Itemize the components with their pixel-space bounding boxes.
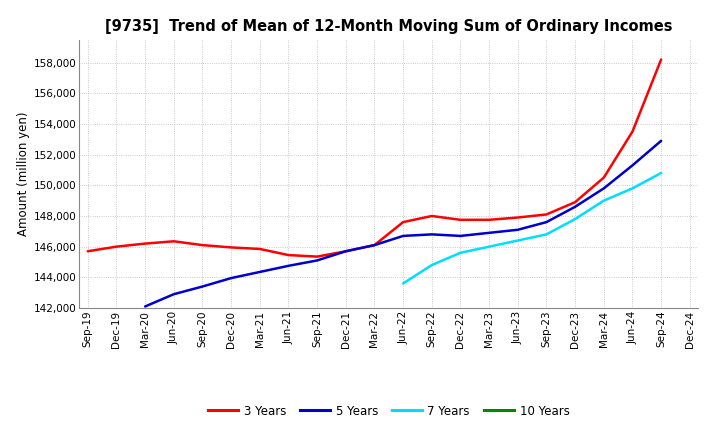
3 Years bbox=[84, 249, 92, 254]
3 Years bbox=[141, 241, 150, 246]
3 Years bbox=[312, 254, 321, 259]
Y-axis label: Amount (million yen): Amount (million yen) bbox=[17, 112, 30, 236]
3 Years bbox=[628, 129, 636, 134]
5 Years bbox=[428, 232, 436, 237]
5 Years bbox=[256, 269, 264, 275]
7 Years bbox=[485, 244, 493, 249]
7 Years bbox=[600, 198, 608, 203]
3 Years bbox=[542, 212, 551, 217]
5 Years bbox=[485, 230, 493, 235]
Line: 7 Years: 7 Years bbox=[403, 173, 661, 283]
7 Years bbox=[628, 186, 636, 191]
5 Years bbox=[284, 263, 293, 268]
3 Years bbox=[112, 244, 121, 249]
5 Years bbox=[600, 186, 608, 191]
7 Years bbox=[571, 216, 580, 222]
5 Years bbox=[571, 204, 580, 209]
7 Years bbox=[399, 281, 408, 286]
Legend: 3 Years, 5 Years, 7 Years, 10 Years: 3 Years, 5 Years, 7 Years, 10 Years bbox=[204, 400, 574, 422]
5 Years bbox=[169, 292, 178, 297]
5 Years bbox=[312, 258, 321, 263]
3 Years bbox=[198, 242, 207, 248]
5 Years bbox=[456, 233, 465, 238]
5 Years bbox=[513, 227, 522, 232]
3 Years bbox=[256, 246, 264, 252]
5 Years bbox=[370, 242, 379, 248]
3 Years bbox=[428, 213, 436, 219]
3 Years bbox=[169, 238, 178, 244]
3 Years bbox=[485, 217, 493, 223]
3 Years bbox=[227, 245, 235, 250]
Line: 3 Years: 3 Years bbox=[88, 59, 661, 257]
5 Years bbox=[628, 163, 636, 168]
Title: [9735]  Trend of Mean of 12-Month Moving Sum of Ordinary Incomes: [9735] Trend of Mean of 12-Month Moving … bbox=[105, 19, 672, 34]
3 Years bbox=[513, 215, 522, 220]
7 Years bbox=[657, 170, 665, 176]
7 Years bbox=[428, 262, 436, 268]
5 Years bbox=[657, 138, 665, 143]
3 Years bbox=[571, 199, 580, 205]
Line: 5 Years: 5 Years bbox=[145, 141, 661, 307]
5 Years bbox=[198, 284, 207, 289]
3 Years bbox=[370, 242, 379, 248]
3 Years bbox=[399, 220, 408, 225]
3 Years bbox=[600, 175, 608, 180]
7 Years bbox=[513, 238, 522, 243]
3 Years bbox=[456, 217, 465, 223]
3 Years bbox=[657, 57, 665, 62]
5 Years bbox=[399, 233, 408, 238]
7 Years bbox=[542, 232, 551, 237]
5 Years bbox=[227, 275, 235, 281]
3 Years bbox=[341, 249, 350, 254]
5 Years bbox=[341, 249, 350, 254]
7 Years bbox=[456, 250, 465, 256]
5 Years bbox=[141, 304, 150, 309]
3 Years bbox=[284, 253, 293, 258]
5 Years bbox=[542, 220, 551, 225]
